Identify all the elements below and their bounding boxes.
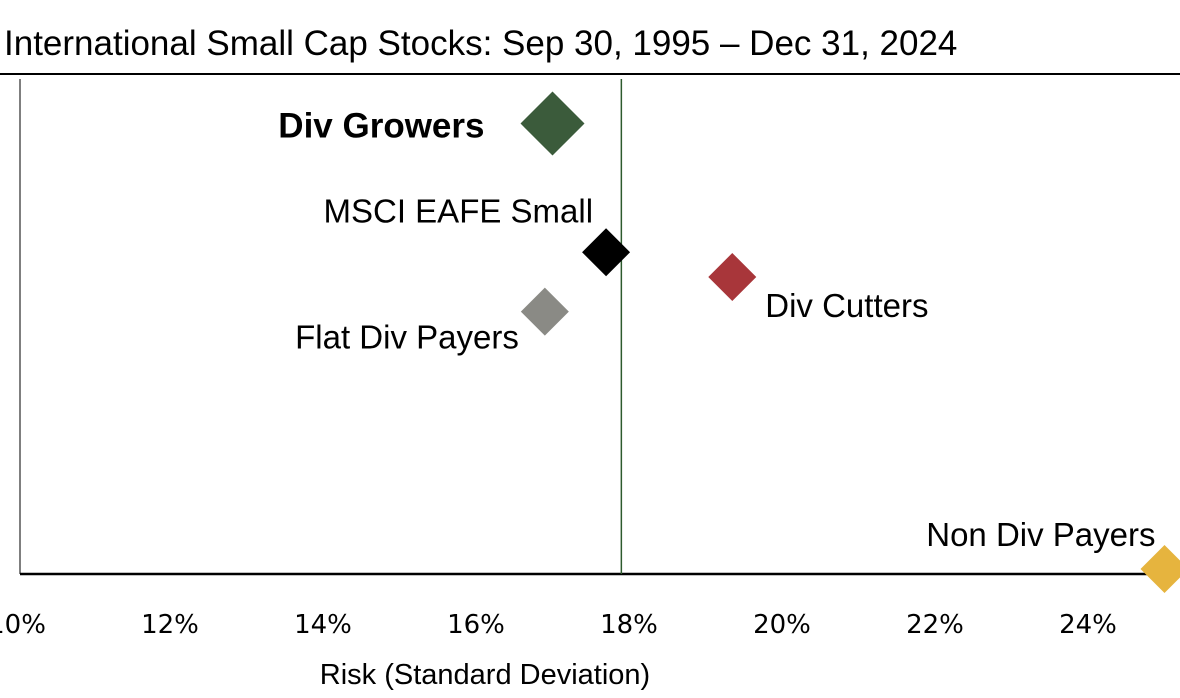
- point-label-div-cutters: Div Cutters: [765, 287, 928, 324]
- data-points: [520, 91, 1180, 594]
- data-point-msci-eafe-small: [582, 228, 631, 277]
- data-point-flat-div-payers: [520, 287, 569, 336]
- data-point-div-growers: [520, 91, 585, 156]
- point-label-msci-eafe-small: MSCI EAFE Small: [324, 192, 594, 229]
- chart-title: International Small Cap Stocks: Sep 30, …: [4, 24, 957, 63]
- x-tick-label: 20%: [753, 610, 811, 640]
- x-tick-label: 16%: [447, 610, 505, 640]
- data-point-div-cutters: [708, 253, 757, 301]
- x-tick-label: 18%: [600, 610, 658, 640]
- x-tick-label: 10%: [0, 610, 46, 640]
- point-labels: Div Growers MSCI EAFE Small Div Cutters Fla…: [278, 107, 1155, 553]
- x-tick-label: 12%: [141, 610, 199, 640]
- point-label-non-div-payers: Non Div Payers: [926, 516, 1155, 553]
- point-label-div-growers: Div Growers: [278, 107, 484, 146]
- point-label-flat-div-payers: Flat Div Payers: [295, 319, 519, 356]
- x-tick-label: 24%: [1059, 610, 1117, 640]
- x-tick-label: 22%: [906, 610, 964, 640]
- x-axis-label: Risk (Standard Deviation): [320, 659, 650, 691]
- data-point-non-div-payers: [1140, 545, 1180, 594]
- x-tick-labels: 10% 12% 14% 16% 18% 20% 22% 24%: [0, 610, 1117, 640]
- x-tick-label: 14%: [294, 610, 352, 640]
